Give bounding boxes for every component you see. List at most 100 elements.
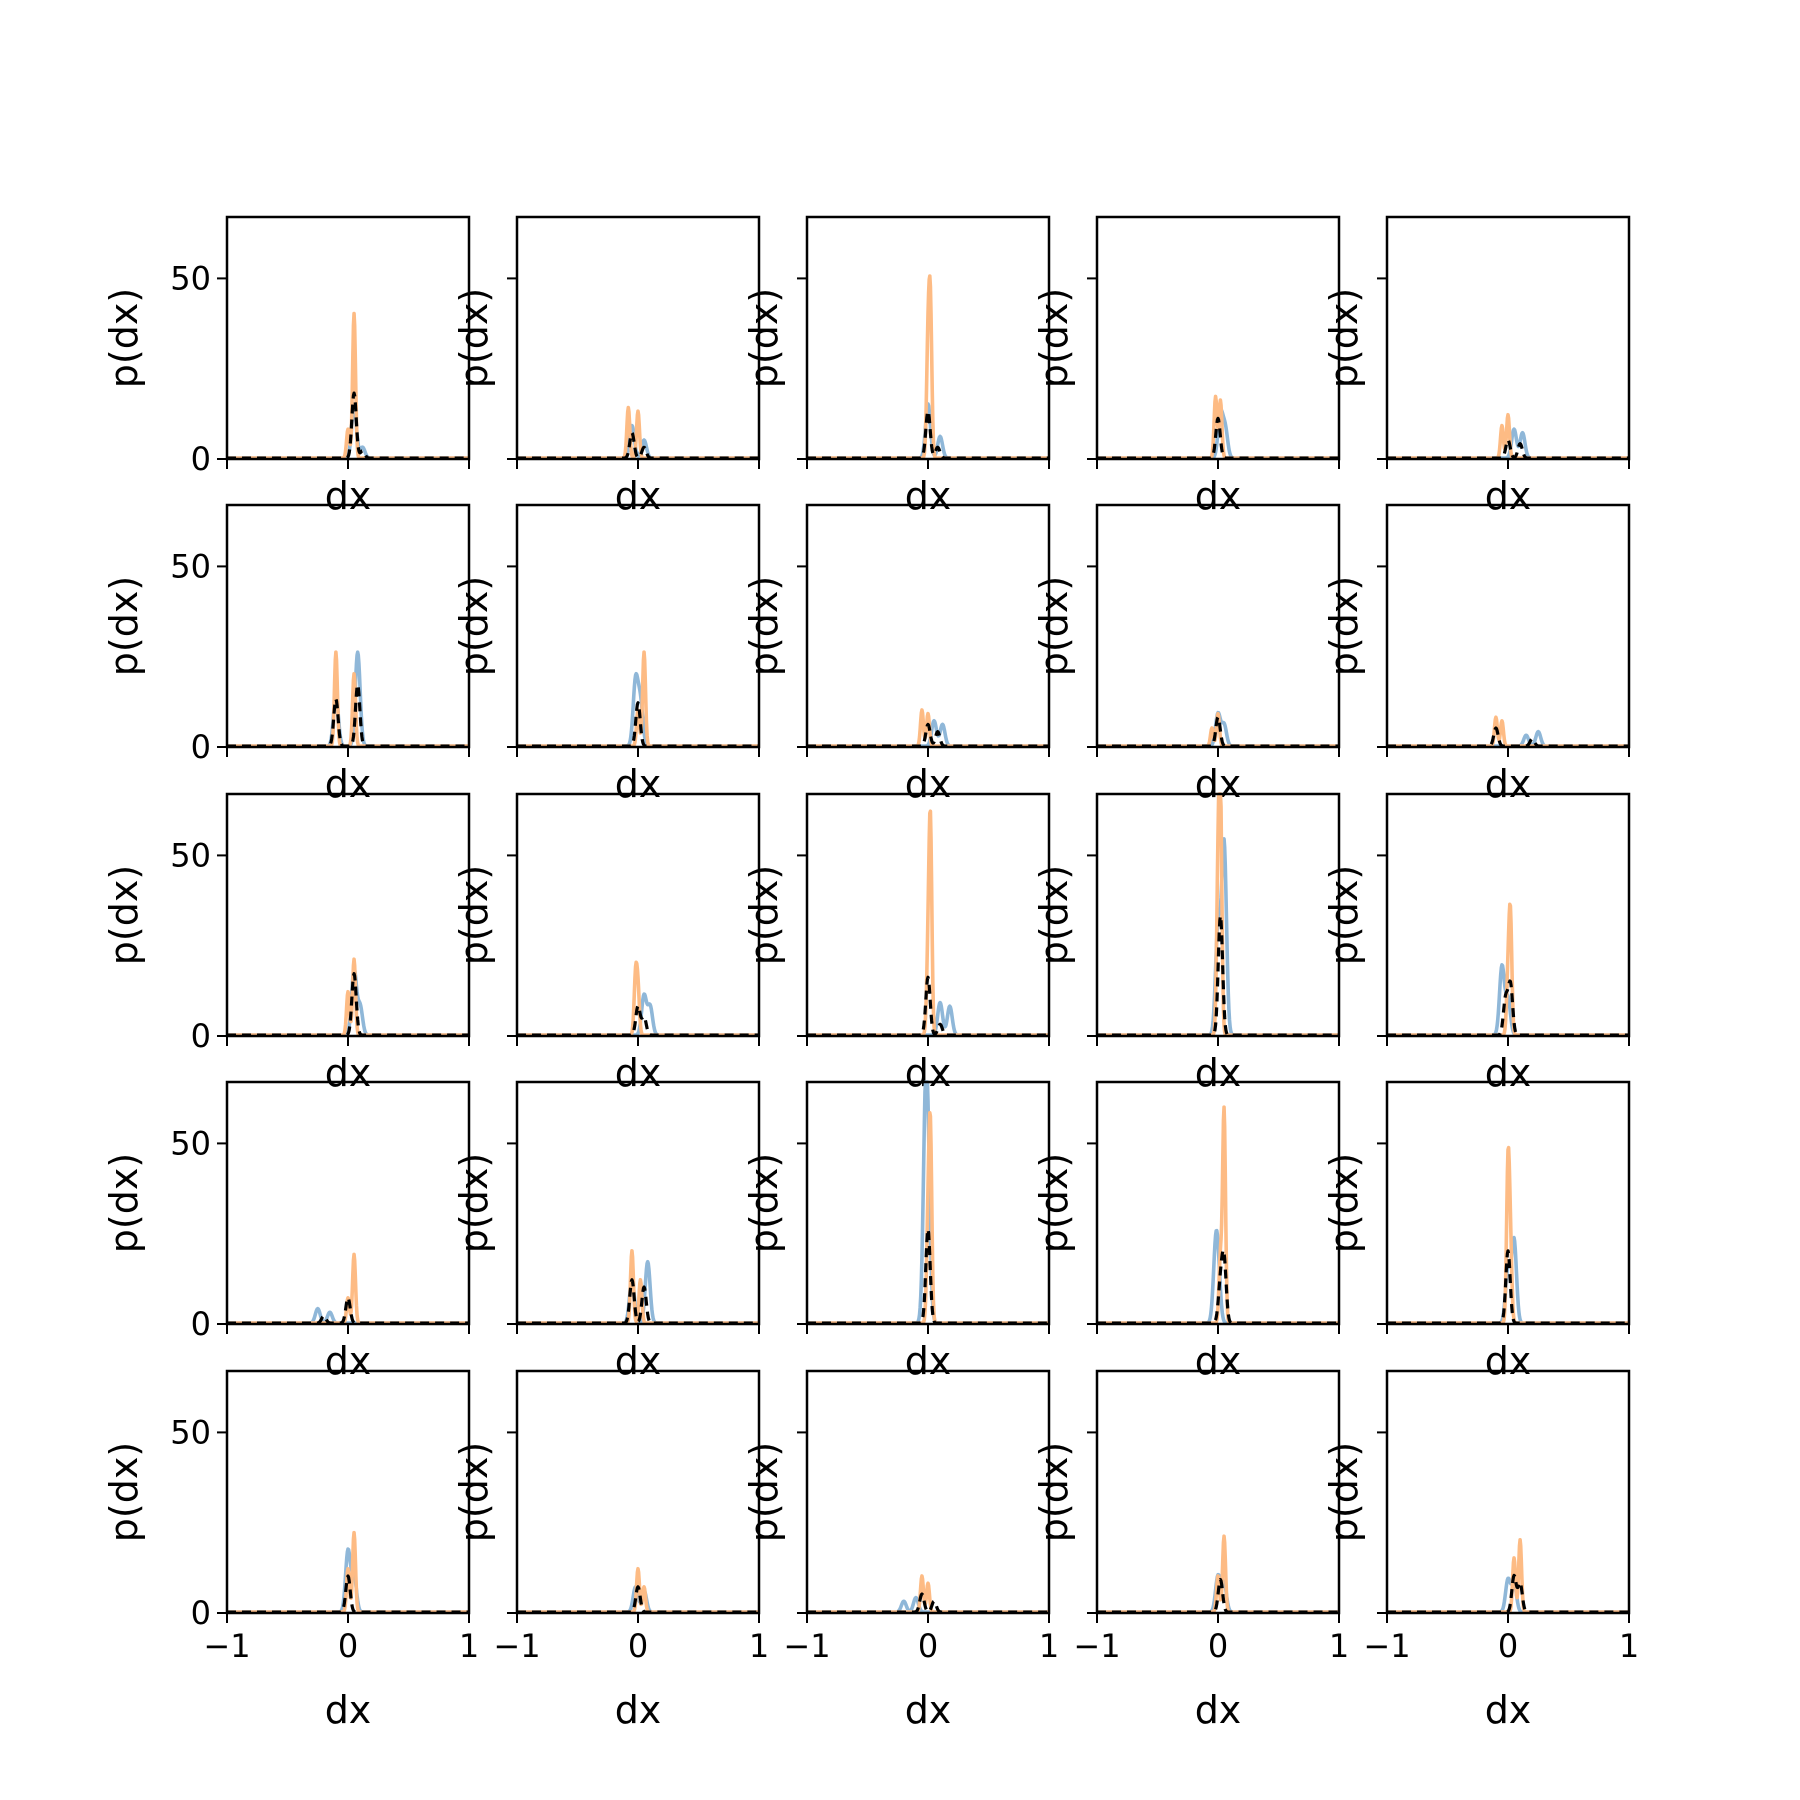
x-tick-label: −1 [783,1627,830,1665]
axes-frame [1385,503,1631,749]
y-tick-label: 0 [191,1594,211,1632]
x-axis-label: dx [1485,762,1532,806]
panel-r3-c3: dxp(dx) [742,792,1051,1095]
x-tick-label: 0 [1208,1627,1228,1665]
x-tick-label: 0 [628,1627,648,1665]
x-tick-label: 1 [459,1627,479,1665]
y-axis-label: p(dx) [102,865,146,965]
y-axis-label: p(dx) [1032,288,1076,388]
series-black-r3-c1 [226,972,470,1037]
x-axis-label: dx [325,762,372,806]
x-axis-label: dx [615,762,662,806]
y-axis-label: p(dx) [742,1153,786,1253]
x-tick-label: 1 [749,1627,769,1665]
x-axis-label: dx [1195,474,1242,518]
panel-r5-c3: −1 0 1 dx p(dx) [742,1369,1059,1732]
y-axis-label: p(dx) [1032,1153,1076,1253]
x-axis-label: dx [325,474,372,518]
panel-r3-c4: dx p(dx) [1032,792,1341,1095]
y-tick-label: 0 [191,440,211,478]
axes-frame [225,1080,471,1326]
panel-r2-c1: 0 50 dx p(dx) [102,503,471,806]
panel-r3-c5: dx p(dx) [1322,792,1631,1095]
panel-r5-c2: −1 0 1 dx p(dx) [452,1369,769,1732]
series-blue-r2-c5 [1385,729,1631,748]
series-black-r5-c1 [226,1574,470,1614]
panel-r1-c1: 0 50 dx p(dx) [102,215,471,518]
x-axis-label: dx [905,1688,952,1732]
series-black-r2-c4 [1096,715,1340,748]
panel-r1-c4: dx p(dx) [1032,215,1341,518]
x-axis-label: dx [615,1339,662,1383]
y-axis-label: p(dx) [1032,1442,1076,1542]
x-tick-label: 1 [1039,1627,1059,1665]
x-tick-label: 1 [1619,1627,1639,1665]
axes-frame [225,215,471,461]
panel-r4-c2: dx p(dx) [452,1080,761,1383]
panel-r3-c1: 0 50 dx p(dx) [102,792,471,1095]
series-orange-r3-c3 [805,809,1051,1037]
y-tick-label: 50 [170,836,211,874]
series-black-r2-c3 [806,722,1050,748]
series-orange-r1-c1 [225,311,471,460]
x-axis-label: dx [1195,1688,1242,1732]
x-tick-label: 0 [338,1627,358,1665]
y-axis-label: p(dx) [452,1442,496,1542]
x-axis-label: dx [615,1688,662,1732]
x-axis-label: dx [1485,1688,1532,1732]
y-tick-label: 50 [170,1413,211,1451]
x-tick-label: −1 [1073,1627,1120,1665]
y-tick-label: 50 [170,259,211,297]
panel-r3-c2: dx p(dx) [452,792,761,1095]
x-axis-label: dx [615,1051,662,1095]
y-axis-label: p(dx) [1032,865,1076,965]
x-axis-label: dx [325,1051,372,1095]
axes-frame [805,503,1051,749]
series-blue-r5-c5 [1385,1576,1631,1614]
panel-r1-c5: dx p(dx) [1322,215,1631,518]
series-black-r4-c5 [1386,1249,1630,1325]
panel-r2-c4: dxp(dx) [1032,503,1341,806]
x-axis-label: dx [325,1688,372,1732]
x-axis-label: dx [905,1339,952,1383]
axes-frame [805,1369,1051,1615]
x-tick-label: 0 [1498,1627,1518,1665]
series-blue-r5-c3 [805,1595,1051,1614]
panel-r2-c5: dx p(dx) [1322,503,1631,806]
series-orange-r5-c1 [225,1530,471,1614]
panel-r4-c1: 0 50 dx p(dx) [102,1080,471,1383]
panel-r4-c4: dx p(dx) [1032,1080,1341,1383]
y-axis-label: p(dx) [1322,1442,1366,1542]
y-axis-label: p(dx) [1032,576,1076,676]
y-axis-label: p(dx) [452,576,496,676]
x-tick-label: −1 [493,1627,540,1665]
series-orange-r3-c5 [1385,902,1631,1037]
series-black-r3-c4 [1096,914,1340,1037]
series-black-r2-c1 [226,683,470,748]
x-axis-label: dx [905,762,952,806]
x-axis-label: dx [1195,1051,1242,1095]
axes-frame [225,503,471,749]
series-orange-r2-c5 [1385,715,1631,748]
series-orange-r1-c3 [805,274,1051,460]
x-axis-label: dx [325,1339,372,1383]
series-orange-r4-c1 [225,1252,471,1325]
series-black-r5-c5 [1386,1573,1630,1614]
series-orange-r4-c5 [1385,1145,1631,1325]
y-axis-label: p(dx) [742,865,786,965]
y-axis-label: p(dx) [1322,1153,1366,1253]
series-orange-r2-c2 [515,650,761,748]
y-axis-label: p(dx) [742,288,786,388]
x-tick-label: 0 [918,1627,938,1665]
series-orange-r1-c5 [1385,412,1631,460]
series-blue-r1-c3 [805,402,1051,460]
x-tick-label: −1 [1363,1627,1410,1665]
series-orange-r3-c2 [515,960,761,1037]
x-axis-label: dx [905,474,952,518]
panel-r2-c3: dx p(dx) [742,503,1051,806]
panel-r2-c2: dx p(dx) [452,503,761,806]
series-black-r3-c3 [806,975,1050,1037]
panel-r5-c4: −1 0 1 dx p(dx) [1032,1369,1349,1732]
x-axis-label: dx [1485,474,1532,518]
